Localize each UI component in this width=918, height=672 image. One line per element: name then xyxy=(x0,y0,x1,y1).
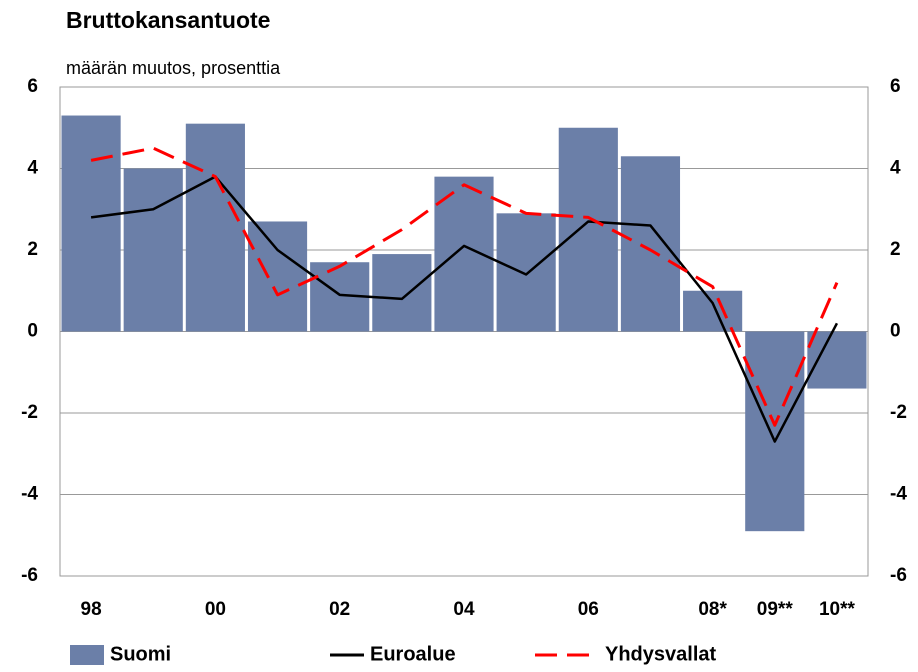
bar xyxy=(496,213,556,332)
x-tick-label: 00 xyxy=(205,599,226,620)
bar xyxy=(123,168,183,332)
y-tick-label: 6 xyxy=(27,76,38,97)
y2-tick-label: 4 xyxy=(890,158,901,179)
bar xyxy=(558,127,618,332)
bar xyxy=(807,331,867,389)
chart-title: Bruttokansantuote xyxy=(66,7,270,33)
legend-label: Suomi xyxy=(110,643,171,665)
x-tick-label: 02 xyxy=(329,599,350,620)
y-tick-label: 0 xyxy=(27,321,38,342)
y-tick-label: -2 xyxy=(21,402,38,423)
bar xyxy=(745,331,805,532)
line xyxy=(90,146,839,427)
x-tick-label: 98 xyxy=(81,599,102,620)
bar xyxy=(372,254,432,332)
y-tick-label: 2 xyxy=(27,239,38,260)
y-tick-label: -4 xyxy=(21,484,38,505)
bar xyxy=(247,221,308,332)
x-tick-label: 10** xyxy=(819,599,856,620)
plot-border xyxy=(59,86,869,577)
x-tick-label: 04 xyxy=(453,599,475,620)
y2-tick-label: 0 xyxy=(890,321,901,342)
y2-tick-label: -2 xyxy=(890,402,907,423)
y2-tick-label: -4 xyxy=(890,484,907,505)
bar xyxy=(620,156,681,332)
chart-subtitle: määrän muutos, prosenttia xyxy=(66,58,281,78)
x-tick-label: 06 xyxy=(578,599,599,620)
legend-label: Yhdysvallat xyxy=(605,643,717,665)
y-tick-label: -6 xyxy=(21,565,38,586)
x-tick-label: 09** xyxy=(757,599,794,620)
legend-label: Euroalue xyxy=(370,643,456,665)
bar xyxy=(61,115,121,332)
legend-swatch xyxy=(70,645,104,665)
y-tick-label: 4 xyxy=(27,158,38,179)
y2-tick-label: -6 xyxy=(890,565,907,586)
y2-tick-label: 2 xyxy=(890,239,901,260)
bar xyxy=(185,123,245,332)
bar xyxy=(683,290,743,332)
x-tick-label: 08* xyxy=(698,599,727,620)
y2-tick-label: 6 xyxy=(890,76,901,97)
